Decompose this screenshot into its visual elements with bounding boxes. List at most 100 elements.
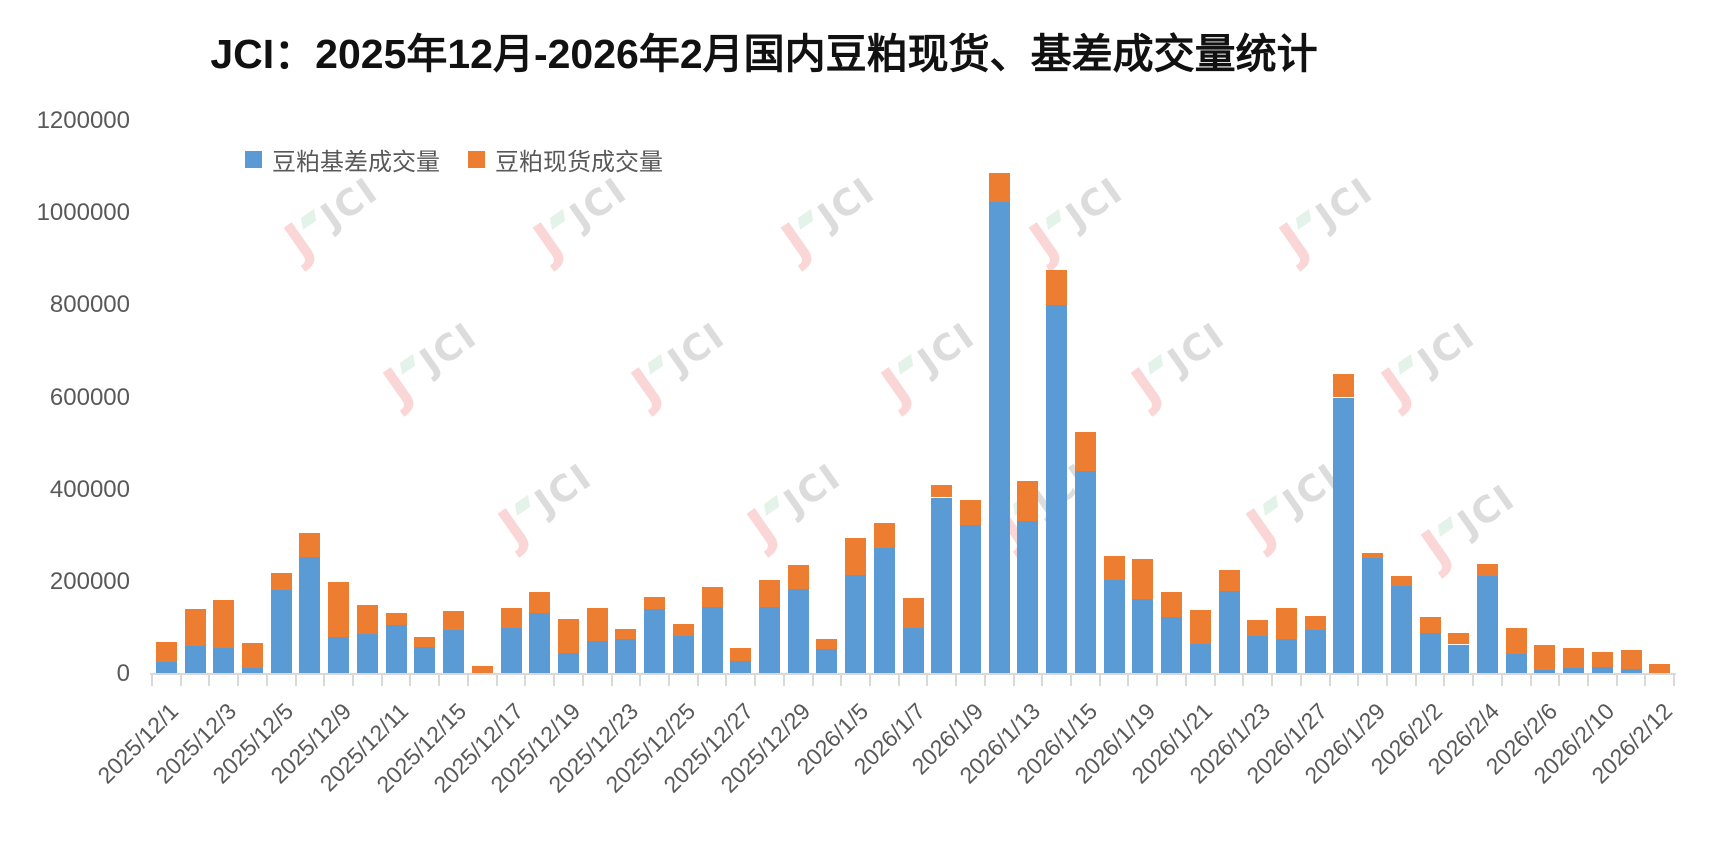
x-axis-tick <box>352 673 355 686</box>
bar-basis-segment <box>1563 668 1585 674</box>
jci-watermark-text: JCI <box>777 455 850 524</box>
bar-spot-segment <box>385 612 407 626</box>
x-axis-tick <box>323 673 326 686</box>
bar-basis-segment <box>1304 630 1326 674</box>
x-axis-tick <box>1012 673 1015 686</box>
jci-watermark-text: JCI <box>1059 169 1132 238</box>
jci-watermark-j-icon: J <box>1236 498 1288 559</box>
jci-watermark-text: JCI <box>1451 476 1524 545</box>
bar-basis-segment <box>155 662 177 674</box>
bar-spot-segment <box>1534 644 1556 670</box>
x-axis-tick <box>265 673 268 686</box>
bar-basis-segment <box>1591 666 1613 674</box>
bar-spot-segment <box>1074 431 1096 471</box>
x-axis-tick <box>1673 673 1676 686</box>
x-axis-tick <box>897 673 900 686</box>
x-axis-tick <box>955 673 958 686</box>
x-axis-tick <box>1213 673 1216 686</box>
jci-watermark-j-icon: J <box>1371 357 1423 418</box>
bar-spot-segment <box>758 579 780 608</box>
bar-spot-segment <box>1333 374 1355 398</box>
bar-spot-segment <box>184 609 206 646</box>
bar-basis-segment <box>213 648 235 674</box>
bar-spot-segment <box>1620 650 1642 670</box>
bar-spot-segment <box>1247 620 1269 637</box>
bar-basis-segment <box>1620 669 1642 674</box>
bar-spot-segment <box>500 608 522 629</box>
x-axis-tick <box>725 673 728 686</box>
jci-watermark-j-icon: J <box>737 498 789 559</box>
bar-basis-segment <box>1534 669 1556 674</box>
x-axis-tick <box>1615 673 1618 686</box>
bar-basis-segment <box>845 574 867 674</box>
jci-watermark-j-icon: J <box>771 212 823 273</box>
bar-basis-segment <box>1448 644 1470 674</box>
bar-basis-segment <box>1132 599 1154 674</box>
legend-swatch-basis-icon <box>245 151 262 168</box>
bar-spot-segment <box>644 596 666 610</box>
x-axis-tick <box>1587 673 1589 686</box>
x-axis-tick <box>1041 673 1044 686</box>
jci-watermark-leaf-icon <box>1148 353 1164 375</box>
x-axis-tick <box>1414 673 1417 686</box>
x-axis-tick <box>553 673 556 686</box>
bar-basis-segment <box>242 668 264 674</box>
jci-watermark-text: JCI <box>563 169 636 238</box>
x-axis-tick <box>1443 673 1446 686</box>
bar-basis-segment <box>701 607 723 674</box>
x-axis-tick <box>1156 673 1159 686</box>
bar-basis-segment <box>443 630 465 674</box>
legend-item-basis: 豆粕基差成交量 <box>245 142 440 177</box>
x-axis-tick <box>1644 673 1647 686</box>
bar-basis-segment <box>730 661 752 674</box>
bar-spot-segment <box>615 629 637 639</box>
jci-watermark-leaf-icon <box>1046 208 1062 230</box>
bar-spot-segment <box>701 587 723 608</box>
x-axis-tick <box>1385 673 1388 686</box>
bar-basis-segment <box>1161 617 1183 674</box>
bar-spot-segment <box>1591 652 1613 667</box>
jci-watermark-j-icon: J <box>1019 212 1071 273</box>
x-axis-tick <box>1299 673 1302 686</box>
bar-spot-segment <box>902 597 924 629</box>
x-axis-tick <box>380 673 383 686</box>
jci-watermark-text: JCI <box>661 314 734 383</box>
bar-spot-segment <box>1419 617 1441 634</box>
bar-spot-segment <box>471 665 493 673</box>
x-axis-tick <box>1070 673 1073 686</box>
jci-watermark-leaf-icon <box>515 494 531 516</box>
bar-basis-segment <box>1103 579 1125 674</box>
bar-spot-segment <box>1189 609 1211 645</box>
bar-spot-segment <box>1103 556 1125 580</box>
bar-spot-segment <box>1218 569 1240 592</box>
bar-spot-segment <box>960 499 982 526</box>
x-axis-tick <box>581 673 584 686</box>
x-axis-tick <box>1472 673 1475 686</box>
bar-basis-segment <box>1333 397 1355 674</box>
x-axis-tick <box>1529 673 1532 686</box>
bar-spot-segment <box>988 172 1010 202</box>
bar-basis-segment <box>787 588 809 674</box>
bar-spot-segment <box>1476 563 1498 576</box>
jci-watermark-text: JCI <box>1309 169 1382 238</box>
y-axis-label: 200000 <box>49 567 130 595</box>
jci-watermark-j-icon: J <box>871 357 923 418</box>
x-axis-tick <box>754 673 757 686</box>
x-axis-tick <box>983 673 986 686</box>
bar-spot-segment <box>1448 632 1470 645</box>
jci-watermark-leaf-icon <box>301 208 317 230</box>
bar-spot-segment <box>1362 552 1384 559</box>
x-axis-tick <box>1271 673 1274 686</box>
x-axis-line <box>150 673 1677 675</box>
bar-basis-segment <box>356 633 378 674</box>
x-axis-tick <box>926 673 929 686</box>
legend-swatch-spot-icon <box>468 151 485 168</box>
jci-watermark-leaf-icon <box>400 353 416 375</box>
bar-spot-segment <box>270 572 292 591</box>
bar-basis-segment <box>988 201 1010 674</box>
bar-spot-segment <box>1132 559 1154 600</box>
